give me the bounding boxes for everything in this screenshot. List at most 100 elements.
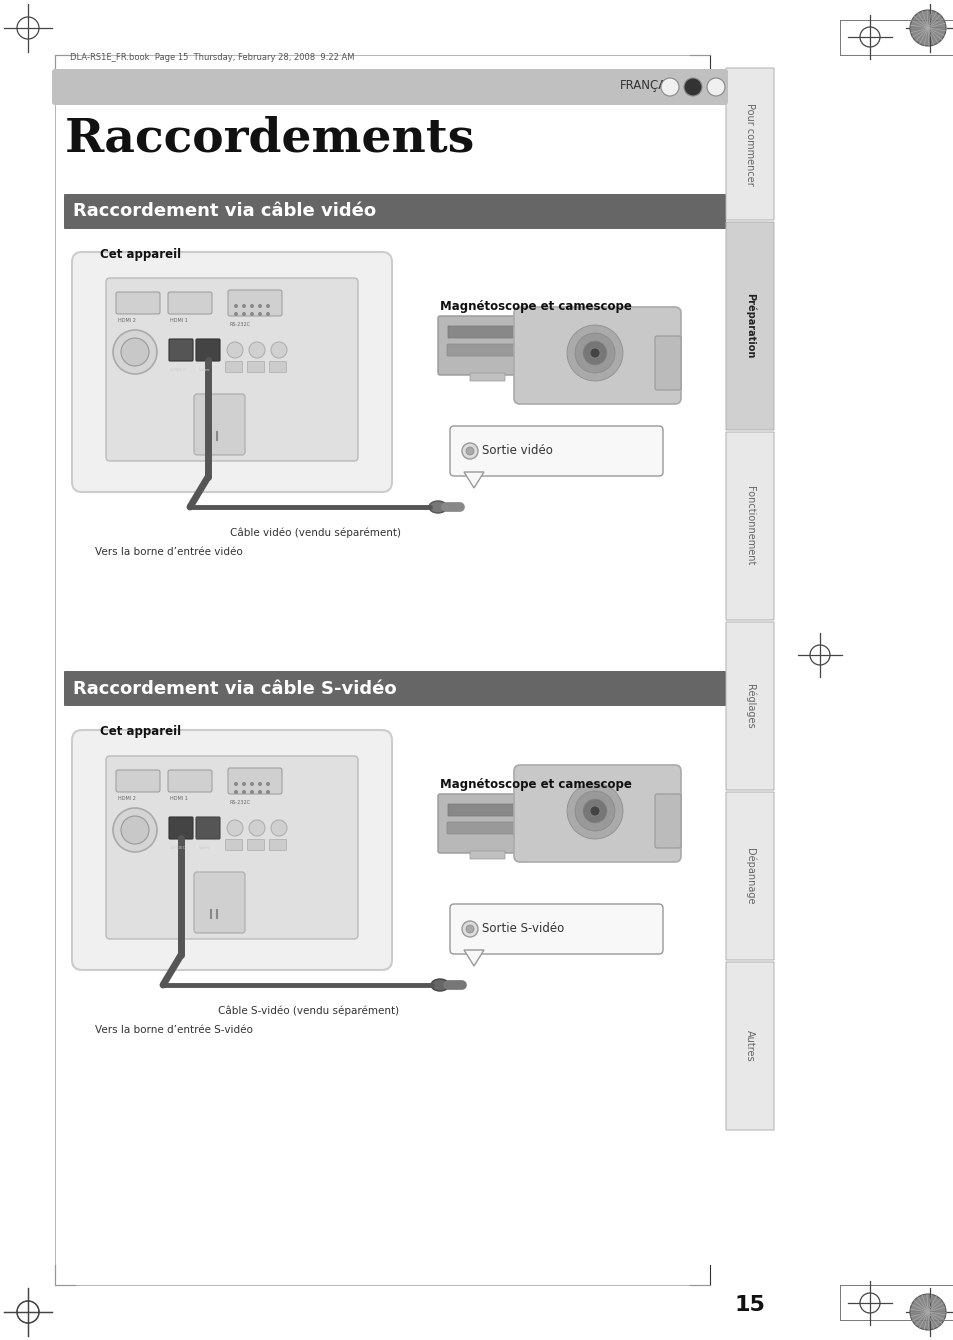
FancyBboxPatch shape bbox=[725, 792, 773, 959]
Circle shape bbox=[271, 342, 287, 358]
Circle shape bbox=[566, 783, 622, 839]
Circle shape bbox=[589, 339, 601, 351]
Circle shape bbox=[909, 1294, 945, 1331]
FancyBboxPatch shape bbox=[725, 962, 773, 1130]
Circle shape bbox=[909, 9, 945, 46]
Circle shape bbox=[233, 791, 237, 795]
Text: HDMI 1: HDMI 1 bbox=[170, 318, 188, 323]
Text: Câble vidéo (vendu séparément): Câble vidéo (vendu séparément) bbox=[230, 527, 400, 537]
Circle shape bbox=[266, 312, 270, 316]
Text: Câble S-vidéo (vendu séparément): Câble S-vidéo (vendu séparément) bbox=[218, 1005, 398, 1016]
Text: HDMI 1: HDMI 1 bbox=[170, 796, 188, 800]
Circle shape bbox=[683, 78, 701, 96]
FancyBboxPatch shape bbox=[655, 336, 680, 390]
Text: Sortie vidéo: Sortie vidéo bbox=[481, 445, 553, 457]
Circle shape bbox=[257, 304, 262, 308]
FancyBboxPatch shape bbox=[447, 821, 538, 833]
Circle shape bbox=[242, 783, 246, 787]
Circle shape bbox=[572, 339, 583, 351]
Circle shape bbox=[465, 925, 474, 933]
Circle shape bbox=[266, 783, 270, 787]
FancyBboxPatch shape bbox=[247, 839, 264, 851]
Text: Dépannage: Dépannage bbox=[744, 848, 755, 905]
Circle shape bbox=[121, 816, 149, 844]
Circle shape bbox=[249, 342, 265, 358]
Circle shape bbox=[554, 820, 565, 832]
Circle shape bbox=[575, 334, 615, 373]
Circle shape bbox=[582, 340, 606, 364]
Circle shape bbox=[250, 304, 253, 308]
FancyBboxPatch shape bbox=[106, 756, 357, 939]
Text: RS-232C: RS-232C bbox=[230, 800, 251, 804]
Circle shape bbox=[257, 312, 262, 316]
Circle shape bbox=[465, 448, 474, 456]
FancyBboxPatch shape bbox=[71, 252, 392, 492]
FancyBboxPatch shape bbox=[169, 817, 193, 839]
FancyBboxPatch shape bbox=[228, 289, 282, 316]
Circle shape bbox=[233, 312, 237, 316]
Circle shape bbox=[575, 791, 615, 831]
Text: Autres: Autres bbox=[744, 1030, 754, 1061]
Circle shape bbox=[250, 791, 253, 795]
Text: Magnétoscope et camescope: Magnétoscope et camescope bbox=[439, 300, 631, 314]
Text: Video: Video bbox=[199, 369, 211, 373]
FancyBboxPatch shape bbox=[448, 326, 547, 338]
FancyBboxPatch shape bbox=[470, 373, 504, 381]
FancyBboxPatch shape bbox=[514, 765, 680, 862]
FancyBboxPatch shape bbox=[269, 362, 286, 373]
FancyBboxPatch shape bbox=[168, 292, 212, 314]
Text: Préparation: Préparation bbox=[744, 293, 755, 359]
Text: Video: Video bbox=[199, 846, 211, 850]
Text: HDMI 2: HDMI 2 bbox=[118, 796, 135, 800]
Ellipse shape bbox=[429, 501, 447, 513]
FancyBboxPatch shape bbox=[725, 68, 773, 220]
Circle shape bbox=[227, 342, 243, 358]
Circle shape bbox=[250, 312, 253, 316]
FancyBboxPatch shape bbox=[269, 839, 286, 851]
Circle shape bbox=[572, 820, 583, 832]
FancyBboxPatch shape bbox=[169, 339, 193, 360]
FancyBboxPatch shape bbox=[64, 194, 725, 229]
Circle shape bbox=[250, 783, 253, 787]
FancyBboxPatch shape bbox=[725, 431, 773, 620]
FancyBboxPatch shape bbox=[437, 316, 646, 375]
FancyBboxPatch shape bbox=[589, 851, 624, 859]
Text: FRANÇAIS: FRANÇAIS bbox=[619, 79, 678, 92]
Circle shape bbox=[582, 799, 606, 823]
Circle shape bbox=[227, 820, 243, 836]
Circle shape bbox=[233, 783, 237, 787]
FancyBboxPatch shape bbox=[193, 394, 245, 456]
FancyBboxPatch shape bbox=[168, 770, 212, 792]
Ellipse shape bbox=[431, 980, 449, 992]
FancyBboxPatch shape bbox=[195, 339, 220, 360]
FancyBboxPatch shape bbox=[450, 905, 662, 954]
FancyBboxPatch shape bbox=[64, 671, 725, 706]
FancyBboxPatch shape bbox=[195, 817, 220, 839]
Circle shape bbox=[233, 304, 237, 308]
Text: Raccordements: Raccordements bbox=[65, 115, 475, 161]
FancyBboxPatch shape bbox=[655, 795, 680, 848]
Text: Pour commencer: Pour commencer bbox=[744, 103, 754, 185]
FancyBboxPatch shape bbox=[193, 872, 245, 933]
FancyBboxPatch shape bbox=[116, 292, 160, 314]
Circle shape bbox=[271, 820, 287, 836]
Text: 15: 15 bbox=[734, 1294, 765, 1315]
Polygon shape bbox=[463, 950, 483, 966]
Circle shape bbox=[660, 78, 679, 96]
Circle shape bbox=[266, 791, 270, 795]
Circle shape bbox=[242, 791, 246, 795]
FancyBboxPatch shape bbox=[725, 222, 773, 430]
FancyBboxPatch shape bbox=[225, 362, 242, 373]
Circle shape bbox=[112, 808, 157, 852]
Circle shape bbox=[121, 338, 149, 366]
FancyBboxPatch shape bbox=[448, 804, 547, 816]
Circle shape bbox=[266, 304, 270, 308]
Circle shape bbox=[706, 78, 724, 96]
Circle shape bbox=[589, 348, 599, 358]
Circle shape bbox=[112, 330, 157, 374]
Text: HDMI 2: HDMI 2 bbox=[118, 318, 135, 323]
FancyBboxPatch shape bbox=[228, 768, 282, 795]
Text: Magnétoscope et camescope: Magnétoscope et camescope bbox=[439, 779, 631, 791]
FancyBboxPatch shape bbox=[514, 307, 680, 403]
Circle shape bbox=[461, 921, 477, 937]
